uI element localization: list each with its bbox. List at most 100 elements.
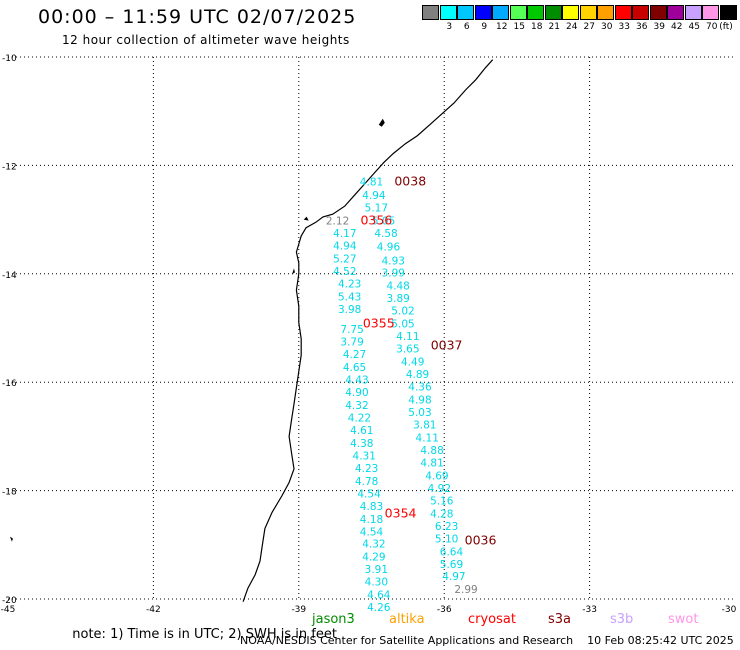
- wave-height-value: 3.98: [338, 304, 361, 316]
- lat-tick-label: -20: [2, 596, 17, 606]
- lat-tick-label: -14: [2, 271, 17, 281]
- wave-height-value: 3.65: [396, 344, 419, 356]
- colorbar-swatch: [719, 5, 737, 20]
- wave-height-value: 5.43: [338, 292, 361, 304]
- wave-height-value: 4.69: [425, 470, 448, 482]
- wave-height-value: 4.29: [362, 552, 385, 564]
- wave-height-value: 4.92: [428, 483, 451, 495]
- colorbar-swatch: [562, 5, 579, 20]
- lat-tick-label: -16: [2, 379, 17, 389]
- wave-height-value: 4.36: [408, 382, 432, 394]
- wave-height-value: 4.83: [360, 501, 383, 513]
- wave-height-value: 4.11: [396, 331, 419, 343]
- wave-height-value: 4.23: [338, 279, 361, 291]
- colorbar-swatch: [527, 5, 544, 20]
- wave-height-value: 4.94: [333, 241, 357, 253]
- wave-height-value: 4.65: [343, 362, 366, 374]
- wave-height-value: 5.05: [391, 319, 414, 331]
- wave-height-value: 4.31: [353, 450, 376, 462]
- wave-height-value: 4.26: [367, 602, 391, 614]
- wave-height-value: 4.96: [377, 242, 401, 254]
- lon-tick-label: -42: [146, 605, 161, 615]
- wave-height-value: 4.23: [355, 463, 378, 475]
- colorbar-swatch: [439, 5, 457, 20]
- island-mark: [378, 118, 385, 127]
- wave-height-value: 4.61: [350, 425, 373, 437]
- wave-height-value: 4.49: [401, 357, 424, 369]
- lon-tick-label: -33: [582, 605, 597, 615]
- colorbar-swatch: [422, 5, 439, 20]
- colorbar-label: 3: [446, 22, 453, 32]
- wave-height-value: 5.16: [430, 495, 454, 507]
- colorbar-swatch: [649, 5, 667, 20]
- colorbar-label: 27: [583, 22, 595, 32]
- wave-height-value: 4.90: [345, 387, 368, 399]
- map-subtitle: 12 hour collection of altimeter wave hei…: [62, 33, 350, 47]
- colorbar-label: 12: [496, 22, 508, 32]
- lon-tick-label: -30: [722, 605, 737, 615]
- wave-height-value: 4.28: [430, 508, 453, 520]
- wave-height-value: 4.58: [374, 228, 397, 240]
- satellite-legend-swot: swot: [668, 612, 699, 627]
- satellite-legend-altika: altika: [389, 612, 425, 627]
- wave-height-value: 4.32: [362, 539, 385, 551]
- wave-height-value: 3.91: [365, 564, 388, 576]
- wave-height-value: 5.27: [333, 254, 356, 266]
- wave-height-value: 4.78: [355, 476, 378, 488]
- colorbar-swatch: [702, 5, 719, 20]
- colorbar-swatch: [579, 5, 597, 20]
- note-label: note: 1) Time is in UTC; 2) SWH is in fe…: [72, 627, 337, 642]
- wave-height-value: 3.99: [382, 268, 405, 280]
- wave-height-value: 4.97: [442, 571, 465, 583]
- wave-height-value: 4.18: [360, 514, 383, 526]
- wave-height-value: 4.27: [343, 349, 366, 361]
- island-mark: [291, 268, 295, 275]
- colorbar-label: 6: [463, 22, 470, 32]
- satellite-legend-jason3: jason3: [312, 612, 355, 627]
- wave-height-value: 4.94: [362, 190, 386, 202]
- colorbar-label: 39: [653, 22, 665, 32]
- colorbar-label: 42: [671, 22, 683, 32]
- wave-height-value: 5.02: [391, 306, 414, 318]
- coastline: [242, 59, 494, 602]
- wave-height-value-gray: 2.99: [454, 584, 477, 596]
- wave-height-value: 3.89: [386, 293, 409, 305]
- lat-tick-label: -10: [2, 54, 17, 64]
- colorbar-label: 33: [618, 22, 630, 32]
- satellite-legend-s3b: s3b: [610, 612, 634, 627]
- wave-height-value: 4.32: [345, 400, 368, 412]
- colorbar-swatch: [684, 5, 702, 20]
- wave-height-value: 4.98: [408, 395, 431, 407]
- pass-time-label: 0037: [431, 337, 463, 352]
- pass-time-label: 0038: [394, 174, 426, 189]
- wave-height-value: 4.17: [333, 228, 356, 240]
- wave-height-value: 4.48: [386, 281, 409, 293]
- wave-height-value: 4.30: [365, 577, 388, 589]
- wave-height-value: 4.52: [333, 266, 356, 278]
- wave-height-value: 6.64: [440, 546, 464, 558]
- wave-height-value: 4.43: [345, 374, 368, 386]
- wave-height-value: 4.81: [360, 177, 383, 189]
- note-text: note: 1) Time is in UTC; 2) SWH is in fe…: [64, 612, 337, 642]
- lon-tick-label: -36: [437, 605, 452, 615]
- colorbar-label: 24: [566, 22, 578, 32]
- colorbar-label: 70: [706, 22, 718, 32]
- lat-tick-label: -12: [2, 162, 17, 172]
- colorbar-label: 15: [513, 22, 525, 32]
- colorbar-label: 36: [636, 22, 648, 32]
- wave-height-value: 4.22: [348, 412, 371, 424]
- lon-tick-label: -39: [291, 605, 306, 615]
- wave-height-value: 5.10: [435, 533, 458, 545]
- wave-height-value: 5.17: [365, 203, 388, 215]
- colorbar-swatch: [632, 5, 649, 20]
- colorbar-label: 18: [531, 22, 543, 32]
- colorbar-swatch: [492, 5, 509, 20]
- wave-height-value: 4.88: [420, 445, 443, 457]
- lat-tick-label: -18: [2, 488, 17, 498]
- wave-height-value: 4.11: [416, 432, 439, 444]
- pass-time-label: 0356: [360, 213, 392, 228]
- wave-height-value: 4.81: [420, 457, 443, 469]
- pass-time-label: 0354: [385, 505, 417, 520]
- colorbar-swatch: [667, 5, 684, 20]
- wave-height-value: 3.79: [340, 337, 363, 349]
